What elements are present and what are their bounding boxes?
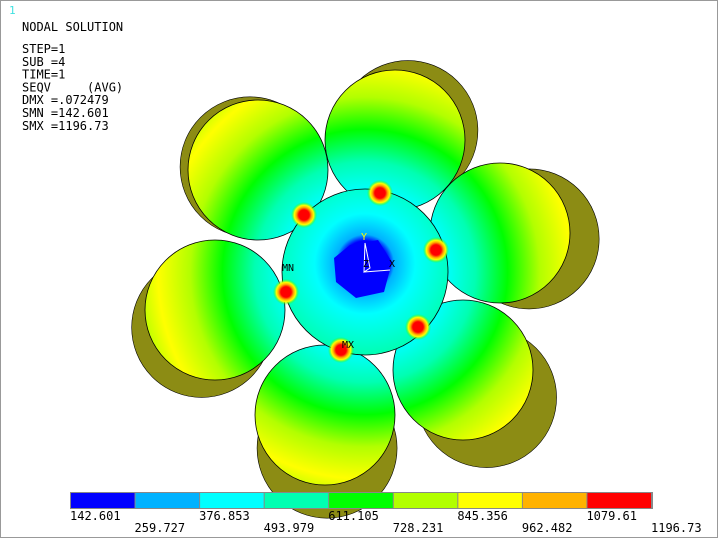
plot-title: NODAL SOLUTION <box>22 20 123 34</box>
legend-swatch <box>136 493 200 508</box>
y-axis-label: Y <box>361 232 367 243</box>
legend-label: 1196.73 <box>651 521 702 535</box>
legend-label: 845.356 <box>457 509 508 523</box>
legend-label: 962.482 <box>522 521 573 535</box>
hot-spot <box>375 188 385 198</box>
legend-swatch <box>523 493 587 508</box>
outer-wire <box>145 240 285 380</box>
legend-swatch <box>200 493 264 508</box>
legend-label: 728.231 <box>393 521 444 535</box>
legend-label: 611.105 <box>328 509 379 523</box>
legend-label: 259.727 <box>135 521 186 535</box>
x-axis-label: X <box>389 259 395 270</box>
legend-label: 493.979 <box>264 521 315 535</box>
ansys-graphics-window: 1 NODAL SOLUTION STEP=1SUB =4TIME=1SEQV … <box>0 0 718 538</box>
outer-wire <box>255 345 395 485</box>
legend-swatch <box>458 493 522 508</box>
z-axis-label: Z <box>363 259 369 270</box>
hot-spot <box>431 245 441 255</box>
hot-spot <box>299 210 309 220</box>
min-marker: MN <box>282 263 294 274</box>
max-marker: MX <box>342 340 354 351</box>
legend-swatch <box>587 493 651 508</box>
outer-wire <box>430 163 570 303</box>
legend-swatch <box>394 493 458 508</box>
legend-swatch <box>71 493 135 508</box>
hot-spot <box>281 287 291 297</box>
legend-label: 376.853 <box>199 509 250 523</box>
legend-swatch <box>329 493 393 508</box>
header-line: SMX =1196.73 <box>22 119 109 133</box>
legend-label: 1079.61 <box>586 509 637 523</box>
window-number: 1 <box>9 4 16 17</box>
legend-swatch <box>265 493 329 508</box>
legend-label: 142.601 <box>70 509 121 523</box>
hot-spot <box>413 322 423 332</box>
outer-wire <box>325 70 465 210</box>
